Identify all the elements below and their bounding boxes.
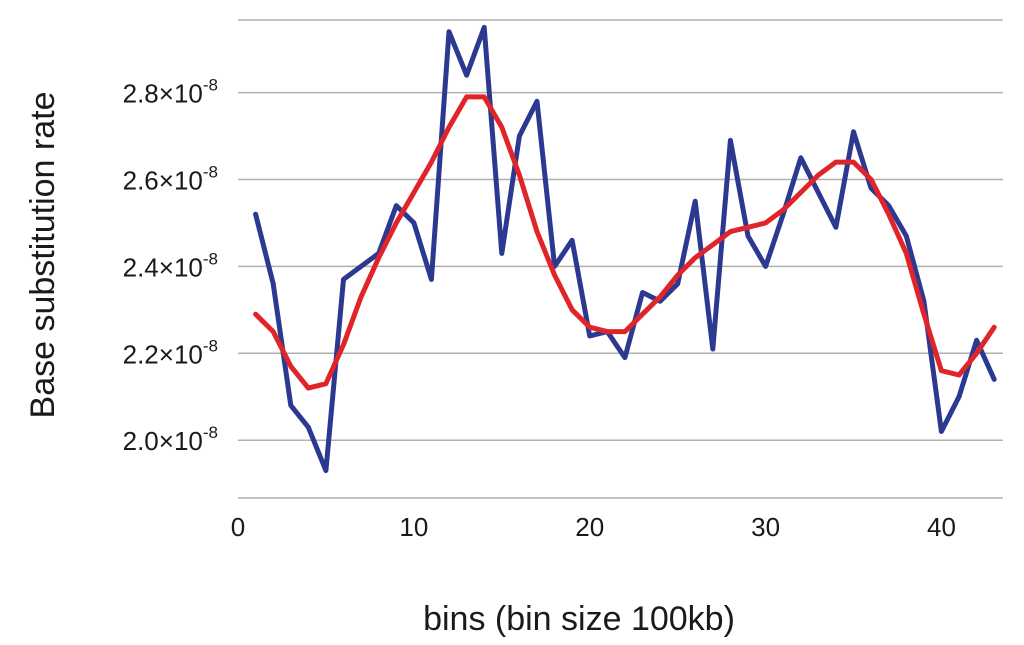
y-tick-mantissa: 2.0×10 — [123, 426, 203, 456]
y-tick-exponent: -8 — [203, 162, 218, 181]
x-tick-label: 40 — [927, 512, 956, 542]
y-axis-tick-labels: 2.0×10-82.2×10-82.4×10-82.6×10-82.8×10-8 — [123, 76, 218, 457]
gridlines — [238, 19, 1003, 499]
y-tick-exponent: -8 — [203, 76, 218, 95]
y-tick-label: 2.2×10-8 — [123, 336, 218, 369]
x-tick-label: 0 — [231, 512, 245, 542]
y-tick-label: 2.0×10-8 — [123, 423, 218, 456]
y-tick-mantissa: 2.2×10 — [123, 339, 203, 369]
y-tick-exponent: -8 — [203, 249, 218, 268]
x-axis-tick-labels: 0 10 20 30 40 — [231, 512, 956, 542]
x-tick-label: 30 — [751, 512, 780, 542]
y-tick-exponent: -8 — [203, 336, 218, 355]
y-tick-label: 2.8×10-8 — [123, 76, 218, 109]
y-tick-mantissa: 2.8×10 — [123, 79, 203, 109]
y-axis-title: Base substitution rate — [24, 92, 62, 419]
x-tick-label: 20 — [575, 512, 604, 542]
smoothed-rate-series-line — [253, 94, 997, 391]
series-lines — [253, 24, 997, 474]
y-tick-mantissa: 2.6×10 — [123, 165, 203, 195]
y-tick-label: 2.4×10-8 — [123, 249, 218, 282]
raw-rate-series-line — [253, 24, 997, 474]
x-tick-label: 10 — [399, 512, 428, 542]
y-tick-mantissa: 2.4×10 — [123, 252, 203, 282]
x-axis-title: bins (bin size 100kb) — [423, 600, 735, 638]
y-tick-label: 2.6×10-8 — [123, 162, 218, 195]
y-tick-exponent: -8 — [203, 423, 218, 442]
